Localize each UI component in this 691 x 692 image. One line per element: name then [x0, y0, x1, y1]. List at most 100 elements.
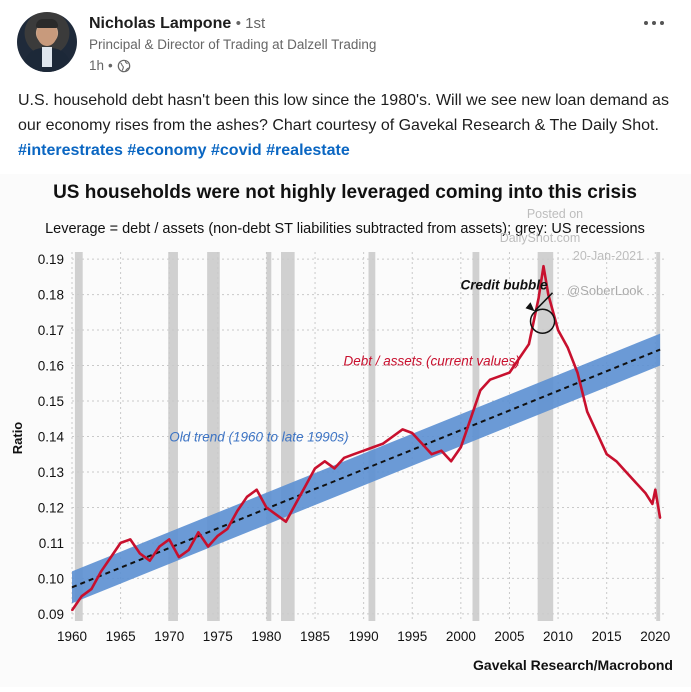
debt-assets-point	[557, 329, 559, 331]
watermark-line: @SoberLook	[567, 283, 644, 298]
debt-assets-point	[197, 531, 200, 534]
debt-assets-point	[596, 432, 598, 434]
debt-assets-point	[528, 343, 530, 346]
x-tick-label: 2020	[640, 629, 670, 644]
debt-assets-point	[644, 492, 647, 495]
debt-assets-point	[343, 456, 346, 459]
hashtag-link[interactable]: #interestrates	[18, 142, 123, 159]
debt-assets-point	[654, 488, 657, 491]
y-axis-label: Ratio	[10, 422, 25, 455]
y-tick-label: 0.10	[38, 571, 64, 586]
debt-assets-point	[216, 534, 219, 537]
debt-assets-point	[362, 449, 365, 452]
old-trend-label: Old trend (1960 to late 1990s)	[169, 430, 348, 445]
debt-assets-point	[71, 609, 73, 612]
debt-assets-line	[70, 264, 662, 612]
ellipsis-icon-dot	[660, 21, 664, 25]
debt-assets-point	[469, 417, 472, 420]
debt-assets-point	[323, 460, 326, 463]
debt-assets-point	[382, 442, 384, 445]
debt-assets-point	[284, 520, 287, 523]
watermark-line: Posted on	[527, 207, 583, 221]
hashtag-link[interactable]: #covid	[211, 142, 262, 159]
debt-assets-point	[566, 346, 569, 349]
x-tick-label: 1980	[251, 629, 281, 644]
avatar-hair	[36, 19, 58, 28]
y-tick-label: 0.18	[38, 288, 64, 303]
y-tick-label: 0.13	[38, 465, 64, 480]
author-name-row: Nicholas Lampone • 1st	[89, 14, 265, 34]
debt-assets-point	[80, 595, 83, 598]
debt-assets-point	[634, 481, 637, 484]
chart-title: US households were not highly leveraged …	[53, 182, 637, 203]
debt-assets-point	[489, 378, 491, 381]
debt-assets-point	[537, 297, 540, 300]
debt-assets-point	[411, 432, 414, 434]
meta-separator: •	[108, 58, 113, 73]
debt-assets-point	[542, 265, 545, 268]
hashtag-link[interactable]: #economy	[127, 142, 207, 159]
debt-assets-point	[605, 453, 608, 456]
connection-degree: • 1st	[235, 15, 266, 32]
plot-area: 0.09 0.10 0.11 0.12 0.13 0.14 0.15 0.16 0.17 0.18…	[38, 252, 670, 644]
debt-assets-point	[659, 517, 662, 520]
recession-band	[537, 252, 554, 621]
debt-assets-point	[158, 545, 161, 548]
debt-assets-point	[372, 446, 375, 449]
author-headline: Principal & Director of Trading at Dalze…	[89, 37, 377, 52]
debt-assets-point	[498, 375, 501, 378]
y-tick-label: 0.19	[38, 252, 64, 267]
ellipsis-icon	[644, 21, 648, 25]
y-tick-label: 0.14	[38, 430, 65, 445]
x-tick-label: 2015	[592, 629, 622, 644]
debt-assets-point	[625, 471, 628, 473]
debt-assets-point	[333, 467, 336, 470]
y-tick-label: 0.15	[38, 394, 64, 409]
debt-assets-point	[479, 389, 482, 392]
debt-assets-point	[265, 506, 268, 509]
debt-assets-label: Debt / assets (current values)	[344, 354, 520, 369]
watermark-line: DailyShot.com	[500, 231, 581, 245]
watermark-line: 20-Jan-2021	[573, 249, 643, 263]
x-tick-label: 1985	[300, 629, 330, 644]
debt-assets-point	[651, 503, 654, 505]
x-tick-label: 2000	[446, 629, 476, 644]
credit-bubble-arrowhead	[525, 302, 535, 312]
credit-bubble-label: Credit bubble	[461, 277, 548, 292]
debt-assets-point	[129, 538, 132, 541]
more-options-button[interactable]	[638, 12, 670, 34]
debt-assets-point	[615, 460, 618, 463]
author-name[interactable]: Nicholas Lampone	[89, 15, 232, 32]
debt-assets-point	[508, 371, 511, 374]
chart-subtitle: Leverage = debt / assets (non-debt ST li…	[45, 221, 645, 237]
post-text: U.S. household debt hasn't been this low…	[18, 88, 673, 163]
debt-assets-point	[314, 467, 316, 470]
post-time: 1h	[89, 58, 105, 73]
debt-assets-point	[187, 549, 190, 551]
chart-background	[0, 174, 691, 687]
debt-assets-point	[139, 552, 141, 555]
debt-assets-point	[100, 570, 103, 573]
y-tick-label: 0.12	[38, 500, 64, 515]
trend-line	[71, 348, 661, 589]
x-tick-label: 1970	[154, 629, 184, 644]
debt-assets-point	[90, 588, 93, 590]
post-image[interactable]: US households were not highly leveraged …	[0, 174, 691, 687]
y-tick-label: 0.11	[39, 536, 64, 551]
debt-assets-point	[168, 538, 171, 541]
debt-assets-point	[119, 542, 122, 544]
credit-bubble-arrow	[533, 292, 554, 312]
author-avatar[interactable]	[17, 12, 77, 72]
debt-assets-point	[275, 513, 278, 516]
hashtag-link[interactable]: #realestate	[266, 142, 350, 159]
x-tick-label: 1965	[106, 629, 136, 644]
leverage-chart: US households were not highly leveraged …	[0, 174, 691, 687]
ellipsis-icon-dot	[652, 21, 656, 25]
debt-assets-point	[304, 485, 307, 488]
x-tick-label: 1990	[349, 629, 379, 644]
debt-assets-point	[207, 545, 209, 548]
x-tick-label: 2005	[494, 629, 524, 644]
debt-assets-point	[547, 293, 550, 296]
avatar-shirt	[42, 47, 52, 67]
